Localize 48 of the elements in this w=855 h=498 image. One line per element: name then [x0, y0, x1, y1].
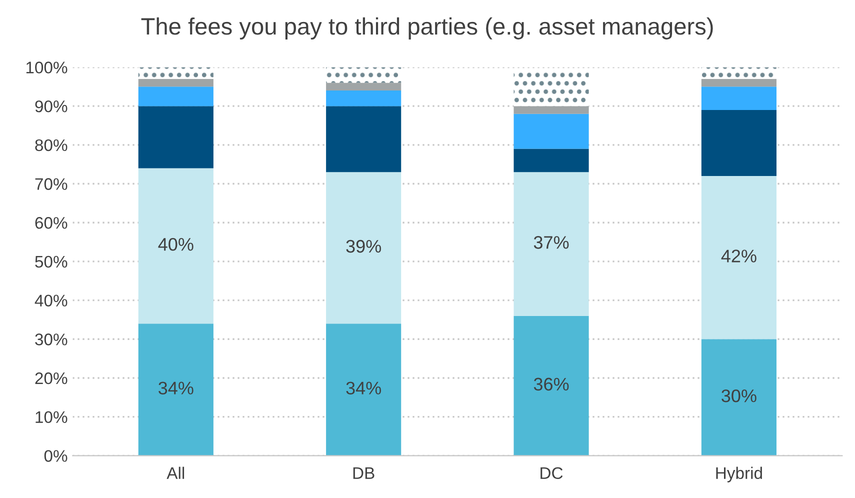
- bar: [138, 78, 214, 87]
- bar: [326, 106, 402, 172]
- y-tick-label: 100%: [26, 62, 68, 74]
- bar: [701, 67, 776, 79]
- bar: [326, 67, 402, 83]
- x-tick-label: Hybrid: [716, 466, 762, 482]
- x-tick-label: All: [166, 466, 184, 479]
- bar: [326, 90, 402, 106]
- bar: [138, 67, 214, 79]
- y-tick-label: 90%: [35, 100, 68, 112]
- y-tick-label: 80%: [35, 139, 68, 152]
- bar: [701, 110, 776, 176]
- y-tick-label: 0%: [44, 450, 68, 462]
- data-label: 36%: [534, 378, 569, 391]
- x-tick-label: DB: [353, 467, 374, 479]
- data-label: 42%: [721, 250, 756, 262]
- bar: [701, 339, 776, 456]
- bar: [514, 106, 589, 114]
- bar: [514, 114, 589, 149]
- bar: [701, 78, 776, 87]
- y-tick-label: 10%: [36, 411, 68, 424]
- x-tick-label: DC: [540, 467, 563, 480]
- data-label: 39%: [346, 240, 382, 253]
- bar: [514, 316, 589, 456]
- bar: [138, 86, 214, 106]
- data-label: 37%: [534, 236, 569, 249]
- bar: [514, 71, 589, 106]
- bar: [326, 172, 402, 324]
- data-label: 34%: [346, 382, 382, 394]
- bar: [701, 86, 776, 110]
- y-tick-label: 30%: [35, 334, 68, 346]
- y-tick-label: 40%: [34, 294, 68, 306]
- data-label: 40%: [158, 238, 194, 251]
- y-tick-label: 20%: [35, 372, 68, 384]
- bar: [701, 176, 776, 340]
- y-tick-label: 50%: [35, 256, 68, 268]
- bar: [138, 106, 214, 168]
- y-tick-label: 60%: [35, 217, 68, 229]
- data-label: 34%: [158, 382, 194, 394]
- bar: [514, 172, 589, 316]
- data-label: 30%: [722, 389, 756, 402]
- chart-title: The fees you pay to third parties (e.g. asset managers): [141, 17, 713, 40]
- bar: [514, 148, 589, 172]
- bar: [326, 82, 402, 91]
- bar: [138, 168, 214, 324]
- y-tick-label: 70%: [35, 178, 68, 190]
- bar: [326, 324, 402, 456]
- bar: [138, 324, 214, 456]
